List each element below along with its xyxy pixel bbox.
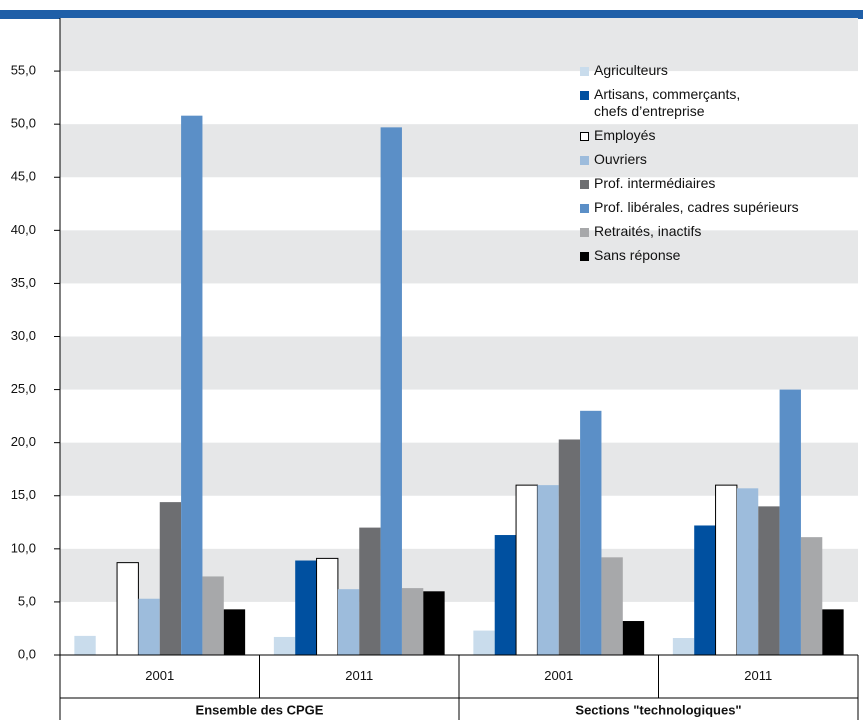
legend-item: Prof. libérales, cadres supérieurs	[580, 199, 799, 216]
bar	[694, 525, 716, 655]
bar	[138, 598, 160, 655]
legend-swatch	[580, 228, 589, 237]
y-tick-label: 5,0	[18, 593, 36, 608]
legend-label: Prof. intermédiaires	[594, 175, 716, 191]
y-tick-label: 0,0	[18, 646, 36, 661]
x-tick-label: 2001	[544, 668, 573, 683]
stripe	[60, 18, 858, 72]
legend-label: Employés	[594, 127, 656, 143]
legend-swatch	[580, 67, 589, 76]
y-tick-label: 40,0	[11, 222, 36, 237]
bar	[622, 621, 645, 655]
y-tick-label: 15,0	[11, 487, 36, 502]
bar	[202, 576, 224, 655]
y-tick-label: 55,0	[11, 63, 36, 78]
legend-label: Retraités, inactifs	[594, 223, 702, 239]
legend-swatch	[580, 156, 589, 165]
bar	[181, 115, 203, 655]
bar	[800, 537, 823, 655]
bar	[558, 439, 581, 655]
header-band	[0, 10, 863, 19]
bar	[494, 535, 517, 655]
legend: Agriculteurs Artisans, commerçants, chefs…	[580, 62, 799, 271]
legend-label: Prof. libérales, cadres supérieurs	[594, 199, 799, 215]
bar	[580, 410, 602, 655]
bar	[401, 588, 424, 655]
bar	[473, 630, 495, 655]
y-tick-label: 35,0	[11, 275, 36, 290]
legend-swatch	[580, 91, 589, 100]
legend-label: Agriculteurs	[594, 62, 668, 78]
legend-item: Artisans, commerçants, chefs d’entrepris…	[580, 86, 799, 120]
bar	[316, 557, 339, 656]
y-tick-label: 50,0	[11, 116, 36, 131]
bar	[822, 609, 844, 655]
bar	[423, 591, 445, 655]
bar	[159, 502, 182, 655]
bar	[779, 389, 801, 655]
y-tick-label: 30,0	[11, 328, 36, 343]
bar	[380, 127, 402, 655]
legend-item: Agriculteurs	[580, 62, 799, 79]
bar	[758, 506, 780, 655]
legend-label: Artisans, commerçants, chefs d’entrepris…	[594, 86, 741, 119]
legend-label: Ouvriers	[594, 151, 647, 167]
legend-item: Ouvriers	[580, 151, 799, 168]
bar	[74, 635, 96, 655]
bar	[337, 589, 360, 655]
x-tick-label: 2001	[145, 668, 174, 683]
legend-label: Sans réponse	[594, 247, 681, 263]
legend-item: Prof. intermédiaires	[580, 175, 799, 192]
legend-item: Sans réponse	[580, 247, 799, 264]
bar	[715, 484, 738, 656]
legend-item: Retraités, inactifs	[580, 223, 799, 240]
bar	[359, 527, 381, 655]
bar	[116, 562, 139, 656]
y-tick-label: 45,0	[11, 169, 36, 184]
stripe	[60, 336, 858, 390]
y-tick-label: 10,0	[11, 540, 36, 555]
bar	[601, 557, 623, 655]
y-tick-label: 20,0	[11, 434, 36, 449]
bar	[273, 636, 296, 655]
bar	[223, 609, 246, 655]
legend-swatch	[580, 132, 589, 141]
x-tick-label: 2011	[345, 668, 373, 683]
y-tick-label: 25,0	[11, 381, 36, 396]
legend-swatch	[580, 252, 589, 261]
x-tick-label: 2011	[744, 668, 772, 683]
legend-swatch	[580, 180, 589, 189]
bar	[515, 484, 538, 656]
stripe	[60, 442, 858, 496]
bar	[295, 560, 317, 655]
group-label: Ensemble des CPGE	[196, 702, 324, 717]
bar	[736, 488, 759, 655]
bar	[537, 485, 559, 655]
bar	[672, 638, 695, 655]
legend-swatch	[580, 204, 589, 213]
legend-item: Employés	[580, 127, 799, 144]
group-label: Sections "technologiques"	[575, 702, 741, 717]
